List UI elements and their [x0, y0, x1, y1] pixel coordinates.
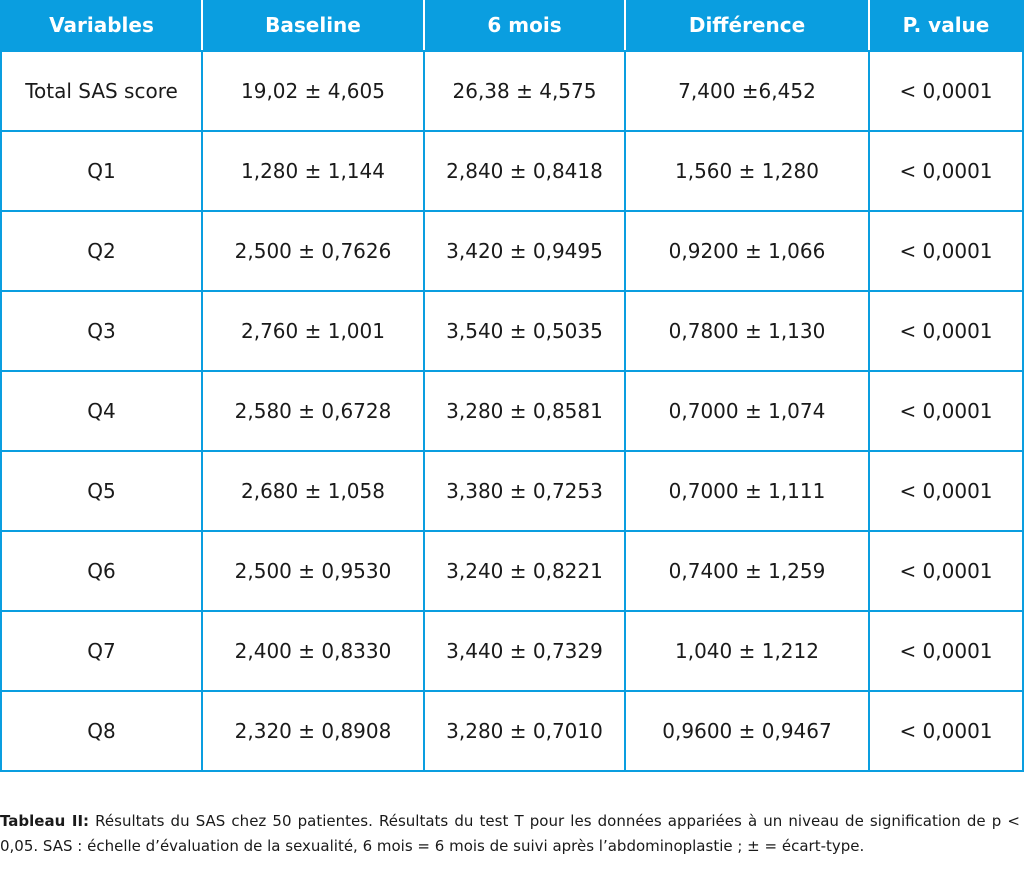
table-row: Q3 2,760 ± 1,001 3,540 ± 0,5035 0,7800 ±… [0, 290, 1024, 372]
cell-difference: 0,9200 ± 1,066 [624, 210, 870, 292]
cell-6-mois: 3,440 ± 0,7329 [423, 610, 626, 692]
cell-variable: Q7 [0, 610, 203, 692]
cell-variable: Q6 [0, 530, 203, 612]
cell-6-mois: 2,840 ± 0,8418 [423, 130, 626, 212]
cell-difference: 1,040 ± 1,212 [624, 610, 870, 692]
table-header-row: Variables Baseline 6 mois Différence P. … [0, 0, 1024, 52]
cell-difference: 7,400 ±6,452 [624, 50, 870, 132]
cell-6-mois: 3,280 ± 0,8581 [423, 370, 626, 452]
cell-baseline: 2,500 ± 0,7626 [201, 210, 425, 292]
table-row: Q2 2,500 ± 0,7626 3,420 ± 0,9495 0,9200 … [0, 210, 1024, 292]
cell-variable: Q3 [0, 290, 203, 372]
cell-baseline: 1,280 ± 1,144 [201, 130, 425, 212]
cell-variable: Total SAS score [0, 50, 203, 132]
table-row: Q6 2,500 ± 0,9530 3,240 ± 0,8221 0,7400 … [0, 530, 1024, 612]
table-row: Total SAS score 19,02 ± 4,605 26,38 ± 4,… [0, 50, 1024, 132]
cell-difference: 1,560 ± 1,280 [624, 130, 870, 212]
cell-6-mois: 3,280 ± 0,7010 [423, 690, 626, 772]
table-row: Q8 2,320 ± 0,8908 3,280 ± 0,7010 0,9600 … [0, 690, 1024, 772]
cell-variable: Q8 [0, 690, 203, 772]
cell-p-value: < 0,0001 [868, 370, 1024, 452]
header-6-mois: 6 mois [423, 0, 626, 52]
cell-6-mois: 3,240 ± 0,8221 [423, 530, 626, 612]
cell-6-mois: 3,540 ± 0,5035 [423, 290, 626, 372]
table-body: Total SAS score 19,02 ± 4,605 26,38 ± 4,… [0, 50, 1024, 772]
cell-6-mois: 3,380 ± 0,7253 [423, 450, 626, 532]
caption-label: Tableau II: [0, 812, 90, 830]
table-row: Q4 2,580 ± 0,6728 3,280 ± 0,8581 0,7000 … [0, 370, 1024, 452]
table-row: Q1 1,280 ± 1,144 2,840 ± 0,8418 1,560 ± … [0, 130, 1024, 212]
header-difference: Différence [624, 0, 870, 52]
cell-p-value: < 0,0001 [868, 450, 1024, 532]
header-baseline: Baseline [201, 0, 425, 52]
table-caption: Tableau II: Résultats du SAS chez 50 pat… [0, 809, 1020, 859]
cell-p-value: < 0,0001 [868, 610, 1024, 692]
cell-baseline: 2,580 ± 0,6728 [201, 370, 425, 452]
caption-text: Résultats du SAS chez 50 patientes. Résu… [0, 812, 1020, 855]
cell-difference: 0,9600 ± 0,9467 [624, 690, 870, 772]
cell-p-value: < 0,0001 [868, 50, 1024, 132]
cell-p-value: < 0,0001 [868, 690, 1024, 772]
cell-difference: 0,7000 ± 1,074 [624, 370, 870, 452]
cell-baseline: 19,02 ± 4,605 [201, 50, 425, 132]
cell-variable: Q5 [0, 450, 203, 532]
cell-p-value: < 0,0001 [868, 290, 1024, 372]
cell-variable: Q1 [0, 130, 203, 212]
cell-baseline: 2,400 ± 0,8330 [201, 610, 425, 692]
cell-variable: Q4 [0, 370, 203, 452]
cell-baseline: 2,500 ± 0,9530 [201, 530, 425, 612]
cell-6-mois: 3,420 ± 0,9495 [423, 210, 626, 292]
header-variables: Variables [0, 0, 203, 52]
cell-baseline: 2,320 ± 0,8908 [201, 690, 425, 772]
cell-p-value: < 0,0001 [868, 530, 1024, 612]
table-row: Q7 2,400 ± 0,8330 3,440 ± 0,7329 1,040 ±… [0, 610, 1024, 692]
cell-difference: 0,7000 ± 1,111 [624, 450, 870, 532]
results-table: Variables Baseline 6 mois Différence P. … [0, 0, 1024, 772]
header-p-value: P. value [868, 0, 1024, 52]
cell-p-value: < 0,0001 [868, 130, 1024, 212]
cell-baseline: 2,680 ± 1,058 [201, 450, 425, 532]
cell-baseline: 2,760 ± 1,001 [201, 290, 425, 372]
cell-6-mois: 26,38 ± 4,575 [423, 50, 626, 132]
cell-p-value: < 0,0001 [868, 210, 1024, 292]
cell-variable: Q2 [0, 210, 203, 292]
table-row: Q5 2,680 ± 1,058 3,380 ± 0,7253 0,7000 ±… [0, 450, 1024, 532]
cell-difference: 0,7800 ± 1,130 [624, 290, 870, 372]
cell-difference: 0,7400 ± 1,259 [624, 530, 870, 612]
